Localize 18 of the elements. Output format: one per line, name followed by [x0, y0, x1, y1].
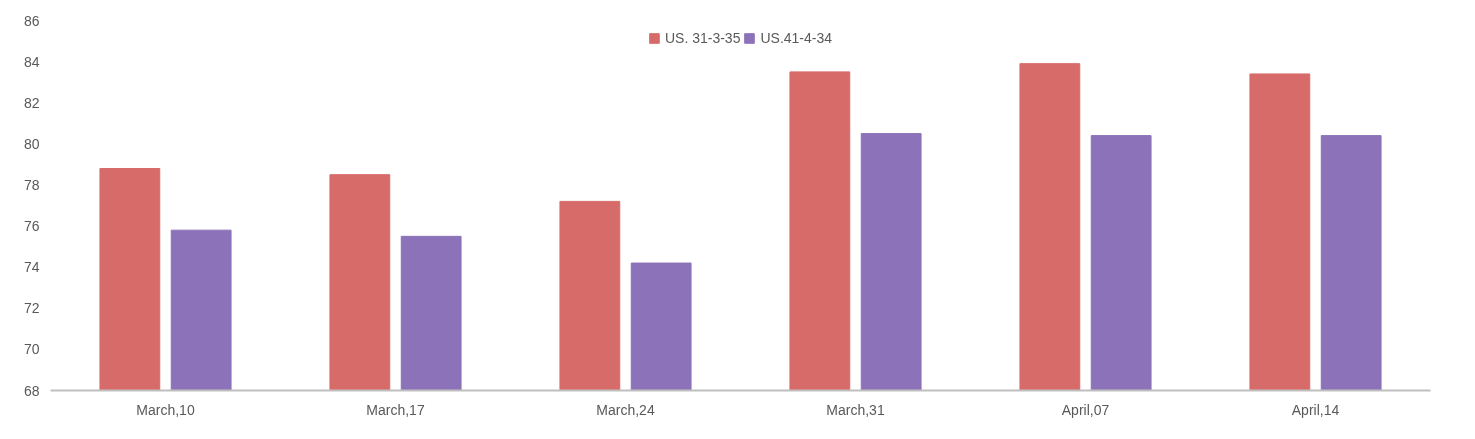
y-tick-label: 70 — [23, 341, 40, 358]
y-tick-label: 68 — [23, 382, 40, 399]
y-tick-label: 72 — [23, 300, 40, 317]
x-tick-label: April,14 — [1291, 401, 1340, 418]
x-tick-label: March,31 — [826, 401, 885, 418]
y-tick-label: 76 — [23, 218, 40, 235]
legend-label: US. 31-3-35 — [664, 30, 741, 46]
x-tick-label: April,07 — [1061, 401, 1110, 418]
y-tick-label: 80 — [23, 135, 40, 152]
y-tick-label: 86 — [23, 12, 40, 29]
x-tick-label: March,10 — [136, 401, 195, 418]
x-tick-label: March,17 — [366, 401, 425, 418]
y-tick-label: 82 — [23, 94, 40, 111]
legend-label: US.41-4-34 — [760, 30, 833, 46]
y-tick-label: 84 — [23, 53, 40, 70]
x-tick-label: March,24 — [596, 401, 655, 418]
y-tick-label: 74 — [23, 259, 40, 276]
y-tick-label: 78 — [23, 176, 40, 193]
